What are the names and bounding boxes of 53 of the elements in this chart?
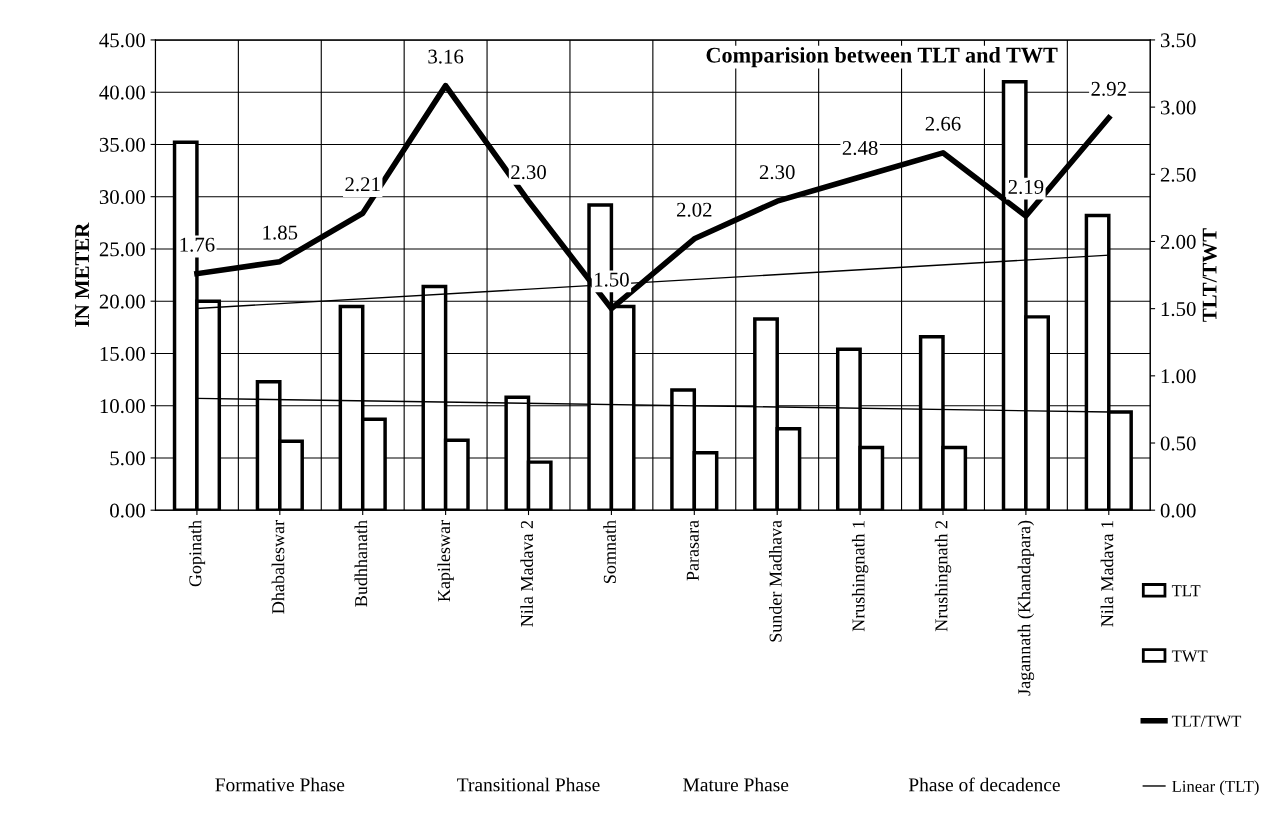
y2-tick-label: 0.50 (1160, 436, 1196, 451)
x-tick-label: Nila Madava 2 (520, 520, 534, 627)
data-label: 1.85 (263, 225, 298, 240)
y2-tick-label: 3.00 (1160, 100, 1196, 115)
y-tick-label: 0.00 (110, 503, 145, 518)
data-label: 2.21 (345, 177, 380, 192)
y2-tick-label: 2.50 (1160, 167, 1196, 182)
legend-label: TLT/TWT (1171, 715, 1242, 727)
data-label: 3.16 (428, 49, 464, 64)
data-label: 2.66 (925, 116, 961, 131)
y-tick-label: 45.00 (99, 33, 145, 48)
data-label: 2.19 (1008, 179, 1044, 195)
x-tick-label: Parasara (686, 520, 699, 581)
text: Mature Phase (683, 777, 789, 792)
data-label: 2.02 (676, 202, 712, 217)
y2-tick-label: 2.00 (1160, 234, 1196, 249)
y-tick-label: 5.00 (110, 451, 145, 466)
y-tick-label: 10.00 (100, 399, 145, 414)
y-tick-label: 25.00 (99, 242, 145, 257)
chart-title: Comparision between TLT and TWT (706, 46, 1058, 68)
x-tick-label: Jagannath (Khandapara) (1017, 520, 1035, 696)
y2-tick-label: 0.00 (1160, 503, 1196, 518)
y-tick-label: 40.00 (99, 85, 145, 100)
data-label: 2.92 (1091, 81, 1126, 96)
y-tick-label: 35.00 (99, 137, 145, 152)
x-tick-label: Gopinath (188, 520, 206, 587)
x-tick-label: Nrushingnath 1 (851, 521, 869, 632)
data-label: 1.50 (595, 272, 629, 287)
y2-tick-label: 1.00 (1161, 369, 1196, 384)
x-tick-label: Budhhanath (354, 520, 368, 607)
x-tick-label: Dhabaleswar (271, 520, 285, 614)
legend-label: TLT (1171, 585, 1201, 597)
data-label: 2.48 (842, 140, 878, 156)
text: Formative Phase (215, 777, 345, 792)
y-tick-label: 30.00 (99, 190, 145, 205)
data-label: 2.30 (759, 165, 795, 180)
y-tick-label: 20.00 (99, 294, 145, 309)
x-tick-label: Somnath (603, 520, 616, 583)
y2-axis-title: TLT/TWT (1202, 228, 1217, 322)
x-tick-label: Kapileswar (437, 520, 454, 602)
data-label: 1.76 (180, 237, 215, 252)
legend-label: TWT (1171, 650, 1208, 662)
legend-label: Linear (TLT) (1172, 780, 1259, 796)
x-tick-label: Nila Madava 1 (1100, 521, 1114, 627)
y-axis-title: IN METER (75, 222, 89, 327)
data-label: 2.30 (511, 165, 546, 180)
text: Phase of decadence (908, 777, 1060, 792)
x-tick-label: Nrushingnath 2 (934, 520, 952, 632)
x-tick-label: Sunder Madhava (769, 520, 782, 642)
y2-tick-label: 1.50 (1161, 302, 1196, 317)
y2-tick-label: 3.50 (1160, 33, 1196, 48)
text: Transitional Phase (457, 777, 600, 792)
y-tick-label: 15.00 (100, 346, 145, 361)
